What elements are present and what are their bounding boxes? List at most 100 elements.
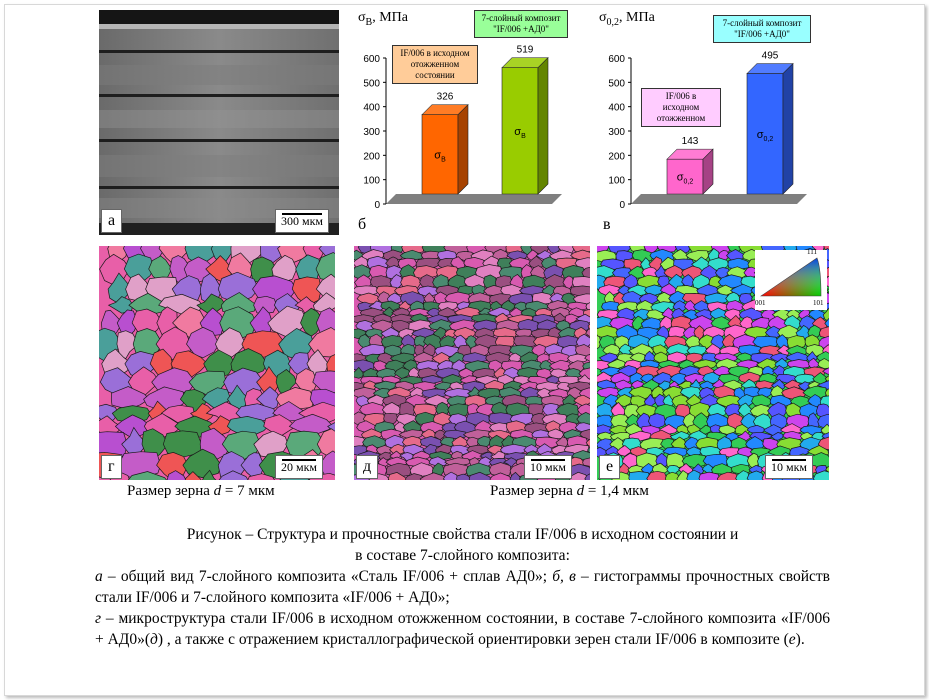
caption-text: ). [795, 631, 805, 648]
ebsd-map-e-grain [610, 372, 634, 385]
chart-b-bar-label: σВ [514, 126, 526, 140]
ebsd-map-e-grain [631, 315, 646, 331]
ebsd-map-e-grain [602, 343, 622, 357]
ebsd-map-e-grain [668, 290, 688, 306]
panel-label-b: б [358, 216, 367, 233]
chart-v-svg: 0 100 200 300 400 500 600 143 σ0,2 495 σ0,2 [608, 51, 807, 211]
ebsd-map-d-grain [584, 473, 590, 480]
ebsd-map-e-grain [646, 470, 668, 480]
ebsd-map-e-grain [817, 358, 829, 369]
ebsd-map-g-grain [186, 326, 220, 359]
chart-b-legend-1: IF/006 в исходном отожженном состоянии [392, 45, 478, 84]
ipf-label-111: 111 [807, 248, 817, 256]
ebsd-map-d-grain [462, 352, 488, 364]
ebsd-map-e-grain [737, 394, 756, 409]
ebsd-map-g-grain [202, 469, 217, 480]
ebsd-map-d-grain [408, 308, 431, 317]
caption-text: – микроструктура стали IF/006 в исходном… [95, 610, 830, 648]
ebsd-map-e-grain [786, 335, 807, 350]
ebsd-map-d-grain [585, 302, 590, 312]
ebsd-map-d-grain [509, 471, 522, 480]
chart-b-title-unit: , МПа [372, 10, 408, 25]
ebsd-map-d-grain [569, 471, 589, 480]
ebsd-map-e-grain [646, 309, 667, 321]
ebsd-map-d-grain [447, 403, 469, 418]
ebsd-map-e-grain [629, 352, 646, 365]
ebsd-map-g-grain [116, 309, 138, 339]
ebsd-map-e-grain [621, 290, 644, 306]
ebsd-map-d-grain [571, 276, 590, 289]
sem-image [99, 10, 339, 235]
ebsd-map-d-grain [562, 394, 578, 406]
sem-image-panel: а 300 мкм [99, 10, 339, 235]
chart-b-panel: σВ , МПа 0 100 200 300 400 500 600 326 σВ 519 σВ IF… [352, 8, 577, 238]
ebsd-map-e-grain [785, 345, 809, 357]
ebsd-map-d-grain [554, 312, 569, 323]
grain-caption-prefix: Размер зерна [490, 483, 577, 499]
ebsd-map-g-grain [253, 430, 289, 459]
ebsd-map-d-grain [585, 328, 590, 337]
grain-size-caption-right: Размер зерна d = 1,4 мкм [490, 483, 649, 500]
ebsd-map-d-grain [354, 435, 367, 450]
ebsd-map-d-grain [354, 285, 379, 297]
ebsd-map-d-grain [373, 380, 398, 392]
ebsd-map-d-grain [579, 428, 590, 441]
ebsd-map-d-grain [557, 246, 576, 255]
grain-caption-suffix: = 7 мкм [221, 483, 275, 499]
ebsd-map-d-grain [413, 335, 428, 348]
chart-v-tick-label: 200 [608, 151, 625, 162]
chart-v-legend-2-line: 7-слойный композит [722, 18, 802, 28]
grain-caption-var: d [576, 483, 585, 499]
ipf-label-101: 101 [813, 299, 824, 307]
ebsd-map-g-grain [271, 254, 298, 282]
ebsd-map-g-grain [156, 452, 189, 480]
chart-v-title: σ0,2, МПа [599, 10, 655, 28]
scale-bar-d: 10 мкм [524, 455, 573, 479]
ebsd-map-e-grain [767, 401, 788, 420]
ebsd-map-e-grain [746, 470, 765, 480]
ebsd-map-d-grain [572, 293, 590, 305]
ebsd-map-d-grain [413, 403, 438, 417]
ebsd-map-e-grain [824, 317, 829, 329]
ebsd-map-e-grain [712, 365, 732, 377]
ebsd-map-d-grain [578, 367, 590, 380]
scale-bar-a-text: 300 мкм [281, 214, 324, 228]
ebsd-map-e-grain [770, 431, 784, 441]
ebsd-map-g-grain [275, 369, 298, 398]
ebsd-map-d-grain [416, 360, 441, 372]
chart-v-legend-1-line: отожженном [656, 113, 706, 123]
ebsd-map-d-grain [564, 313, 581, 325]
ebsd-map-e-grain [630, 395, 649, 408]
ebsd-map-e-grain [597, 371, 616, 385]
chart-v-value-label: 495 [762, 51, 779, 62]
caption-title-line-1: Рисунок – Структура и прочностные свойст… [186, 526, 739, 543]
ebsd-map-d-grain [421, 375, 446, 384]
ebsd-map-e-grain [706, 403, 728, 418]
ebsd-map-d-grain [354, 264, 373, 281]
ebsd-map-d-grain [556, 335, 580, 349]
ebsd-map-e-grain [616, 445, 632, 457]
ebsd-map-e-grain [819, 326, 829, 339]
chart-b-legend-1-line: IF/006 в исходном [400, 48, 470, 58]
ebsd-map-e-grain [739, 316, 754, 330]
ebsd-map-d-grain [567, 301, 590, 312]
chart-b-bar-label: σВ [434, 149, 446, 163]
caption-text: – общий вид 7-слойного композита «Сталь … [102, 568, 553, 585]
ebsd-map-e-grain [735, 470, 751, 480]
ipf-label-001: 001 [755, 299, 766, 307]
ebsd-map-d-grain [502, 457, 518, 468]
chart-v-bar-side [702, 148, 714, 195]
scale-bar-line [282, 213, 323, 215]
chart-b-svg: 0 100 200 300 400 500 600 326 σВ 519 σВ [363, 45, 562, 211]
panel-label-d: д [356, 455, 379, 479]
ebsd-map-e-grain [681, 453, 706, 469]
caption-title-line-2: в составе 7-слойного композита: [355, 547, 570, 564]
ebsd-map-d-grain [451, 435, 470, 449]
ebsd-map-d-grain [381, 334, 405, 349]
chart-v-bar-side [782, 62, 794, 195]
panel-label-a: а [101, 209, 123, 233]
scale-bar-line [282, 459, 317, 461]
ebsd-map-d-grain [442, 471, 460, 480]
ebsd-map-d-grain [575, 333, 590, 349]
ebsd-map-e: 111 001 101 е 10 мкм [597, 246, 829, 480]
